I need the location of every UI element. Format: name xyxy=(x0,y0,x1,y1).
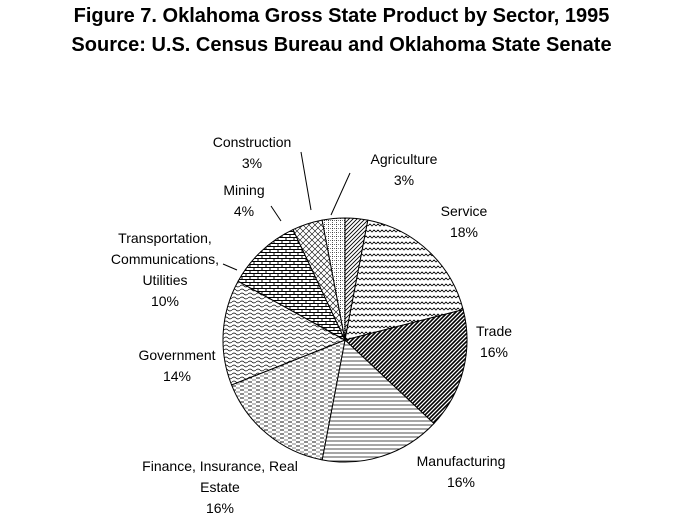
slice-percent: 18% xyxy=(450,224,478,240)
pie-slice-1 xyxy=(344,219,464,341)
slice-label-line: Manufacturing xyxy=(417,453,506,469)
leader-line-6 xyxy=(222,263,238,271)
slice-percent: 14% xyxy=(163,368,191,384)
slice-label-3: Manufacturing 16% xyxy=(417,453,506,490)
slice-label-line: Estate xyxy=(200,479,240,495)
pie-slices xyxy=(222,217,468,463)
leader-line-0 xyxy=(330,172,351,216)
chart-title: Figure 7. Oklahoma Gross State Product b… xyxy=(73,5,610,27)
slice-label-line: Trade xyxy=(476,323,512,339)
pie-slice-8 xyxy=(321,217,346,341)
slice-percent: 16% xyxy=(206,500,234,516)
slice-label-line: Finance, Insurance, Real xyxy=(142,458,298,474)
slice-label-line: Agriculture xyxy=(371,151,438,167)
slice-label-6: Transportation, Communications, Utilities 1… xyxy=(111,230,219,309)
leader-line-7 xyxy=(270,205,282,222)
slice-label-2: Trade 16% xyxy=(476,323,512,360)
slice-percent: 10% xyxy=(151,293,179,309)
slice-label-8: Construction 3% xyxy=(213,134,292,171)
slice-label-line: Transportation, xyxy=(118,230,212,246)
slice-percent: 4% xyxy=(234,203,254,219)
slice-label-4: Finance, Insurance, Real Estate 16% xyxy=(142,458,298,516)
pie-slice-3 xyxy=(321,339,435,463)
slice-label-7: Mining 4% xyxy=(223,182,264,219)
pie-slice-2 xyxy=(343,309,468,425)
slice-percent: 16% xyxy=(480,344,508,360)
slice-percent: 3% xyxy=(242,155,262,171)
slice-labels: Agriculture 3%Service 18%Trade 16%Manufactu… xyxy=(111,134,512,516)
pie-slice-4 xyxy=(230,339,346,461)
slice-label-line: Utilities xyxy=(142,272,187,288)
leader-line-8 xyxy=(300,151,312,211)
slice-label-line: Service xyxy=(441,203,488,219)
slice-label-line: Communications, xyxy=(111,251,219,267)
slice-percent: 16% xyxy=(447,474,475,490)
slice-label-line: Construction xyxy=(213,134,292,150)
slice-percent: 3% xyxy=(394,172,414,188)
slice-label-line: Mining xyxy=(223,182,264,198)
slice-label-line: Government xyxy=(138,347,215,363)
pie-slice-5 xyxy=(222,280,347,386)
chart-subtitle: Source: U.S. Census Bureau and Oklahoma … xyxy=(71,34,612,56)
slice-label-0: Agriculture 3% xyxy=(371,151,438,188)
pie-slice-6 xyxy=(237,228,347,342)
leader-lines xyxy=(222,151,351,271)
slice-label-1: Service 18% xyxy=(441,203,488,240)
slice-label-5: Government 14% xyxy=(138,347,215,384)
